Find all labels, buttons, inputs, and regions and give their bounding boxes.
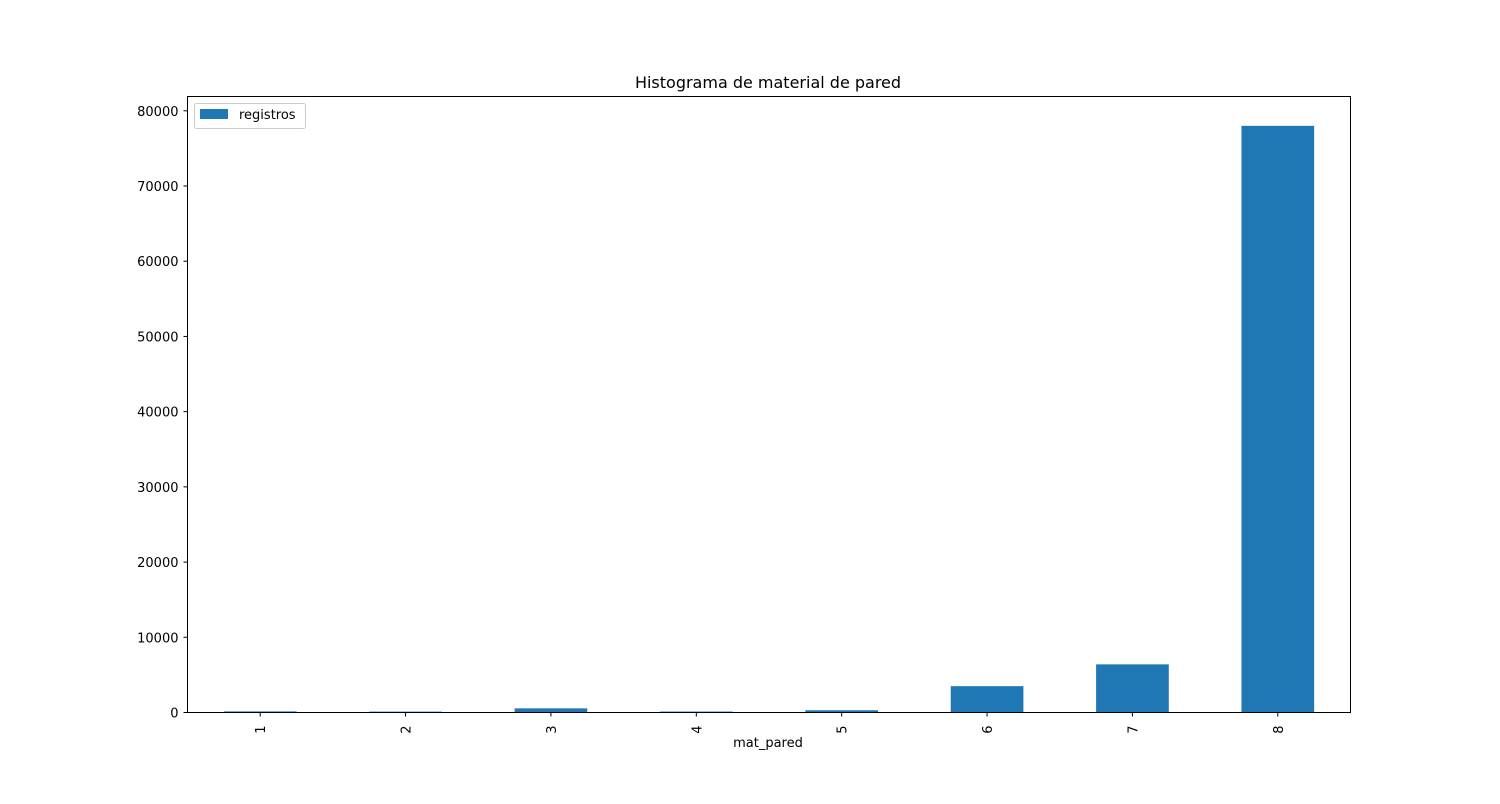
legend: registros bbox=[194, 103, 306, 129]
chart-title: Histograma de material de pared bbox=[635, 73, 901, 92]
x-axis: 1 2 3 4 5 6 7 8 bbox=[254, 712, 1287, 734]
bar-8 bbox=[1241, 125, 1315, 713]
y-tick-label: 20000 bbox=[137, 556, 178, 571]
bar-6 bbox=[950, 686, 1024, 713]
bar-5 bbox=[805, 710, 879, 713]
x-tick-label: 2 bbox=[400, 726, 415, 734]
y-tick-label: 50000 bbox=[137, 330, 178, 345]
bar-1 bbox=[223, 711, 297, 713]
y-tick-label: 40000 bbox=[137, 406, 178, 421]
legend-label: registros bbox=[239, 108, 296, 123]
y-tick-label: 70000 bbox=[137, 180, 178, 195]
x-tick-label: 1 bbox=[254, 726, 269, 734]
y-axis: 0 10000 20000 30000 40000 50000 60000 70000 8000… bbox=[137, 105, 188, 722]
x-tick-label: 8 bbox=[1272, 726, 1287, 734]
bar-3 bbox=[514, 708, 588, 713]
x-axis-label: mat_pared bbox=[733, 736, 803, 751]
y-tick-label: 10000 bbox=[137, 631, 178, 646]
legend-swatch bbox=[200, 109, 228, 119]
y-tick-label: 30000 bbox=[137, 481, 178, 496]
bars-layer bbox=[223, 125, 1315, 713]
bar-7 bbox=[1096, 664, 1169, 713]
plot-frame bbox=[187, 96, 1351, 713]
y-tick-label: 80000 bbox=[137, 105, 178, 120]
y-tick-label: 60000 bbox=[137, 255, 178, 270]
x-tick-label: 7 bbox=[1126, 726, 1141, 734]
x-tick-label: 3 bbox=[545, 726, 560, 734]
x-tick-label: 4 bbox=[690, 726, 705, 734]
x-tick-label: 6 bbox=[981, 726, 996, 734]
y-tick-label: 0 bbox=[170, 707, 178, 722]
x-tick-label: 5 bbox=[836, 726, 851, 734]
